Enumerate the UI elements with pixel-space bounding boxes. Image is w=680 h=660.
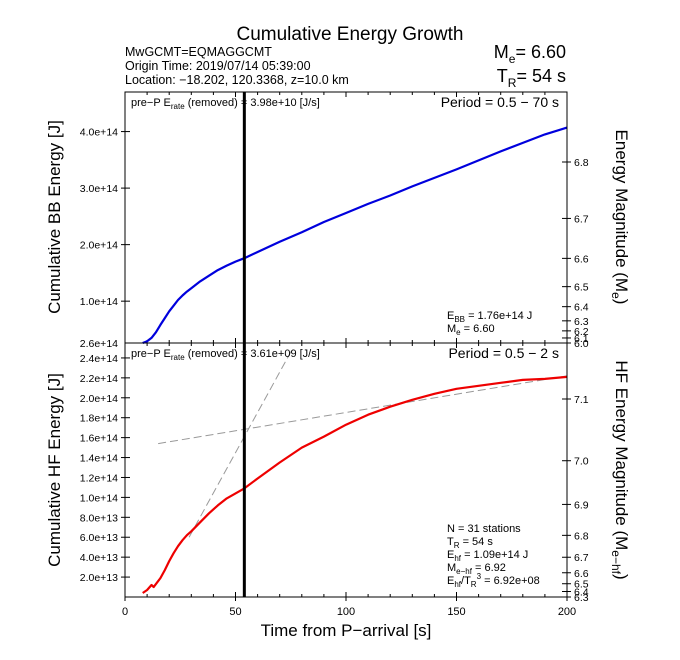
bb-series (142, 126, 568, 345)
bb-magnitude-axis-label: Energy Magnitude (Me) (609, 130, 631, 305)
magnitude-tick-label: 6.3 (574, 592, 589, 604)
hf-magnitude-axis-label: HF Energy Magnitude (Me−hf) (609, 360, 631, 579)
y-tick-label: 6.0e+13 (80, 532, 118, 544)
y-tick-label: 1.0e+14 (80, 492, 118, 504)
energy-curve (142, 375, 568, 594)
bb-y-ticks: 1.0e+14 2.0e+14 3.0e+14 4.0e+14 2.6e+14 (80, 127, 130, 350)
magnitude-tick-label: 6.7 (574, 213, 589, 225)
y-tick-label: 1.8e+14 (80, 413, 118, 425)
bb-energy-panel: 1.0e+142.0e+143.0e+144.0e+142.6e+14 6.06… (45, 91, 631, 350)
hf-period-label: Period = 0.5 − 2 s (448, 345, 559, 361)
magnitude-tick-label: 6.4 (574, 586, 589, 598)
y-tick-label: 2.4e+14 (80, 353, 118, 365)
magnitude-tick-label: 6.6 (574, 568, 589, 580)
magnitude-tick-label: 6.2 (574, 326, 589, 338)
magnitude-tick-label: 6.8 (574, 157, 589, 169)
bb-prep-label: pre−P Erate (removed) = 3.98e+10 [J/s] (131, 97, 320, 111)
y-tick-label: 4.0e+13 (80, 552, 118, 564)
hf-prep-label: pre−P Erate (removed) = 3.61e+09 [J/s] (131, 348, 320, 362)
hf-dashed-fits (158, 347, 568, 538)
bb-magnitude-ticks: 6.06.16.26.3 6.4 6.5 6.6 6.7 6.8 (124, 92, 589, 350)
bb-ebb-annot: EBB = 1.76e+14 J (447, 310, 532, 324)
y-tick-label: 3.0e+14 (80, 183, 118, 195)
x-tick-label: 0 (122, 606, 128, 618)
y-bottom-label: 2.6e+14 (80, 338, 118, 350)
magnitude-tick-label: 6.5 (574, 282, 589, 294)
header-magnitude-line: MwGCMT=EQMAGGCMT (125, 45, 272, 59)
bb-frame (124, 91, 568, 344)
y-tick-label: 1.6e+14 (80, 433, 118, 445)
y-tick-label: 1.2e+14 (80, 472, 118, 484)
magnitude-tick-label: 7.1 (574, 394, 589, 406)
hf-series (142, 375, 568, 594)
magnitude-tick-label: 6.7 (574, 552, 589, 564)
magnitude-tick-label: 6.5 (574, 579, 589, 591)
hf-frame (124, 342, 568, 598)
magnitude-tick-label: 6.6 (574, 253, 589, 265)
dashed-fit-line (188, 347, 294, 538)
chart-title: Cumulative Energy Growth (236, 24, 463, 45)
y-tick-label: 1.0e+14 (80, 296, 118, 308)
x-tick-label: 50 (229, 606, 241, 618)
hf-y-ticks: 2.0e+13 4.0e+13 6.0e+13 8.0e+13 1.0e+14 1.2e+… (80, 353, 130, 584)
x-tick-label: 200 (558, 606, 576, 618)
y-tick-label: 2.0e+14 (80, 393, 118, 405)
hf-energy-panel: 2.0e+13 4.0e+13 6.0e+13 8.0e+13 1.0e+14 1.2e+… (45, 342, 631, 640)
hf-stations-annot: N = 31 stations (447, 523, 521, 535)
hf-tr-annot: TR = 54 s (447, 536, 493, 550)
bb-y-axis-label: Cumulative BB Energy [J] (45, 120, 64, 314)
magnitude-tick-label: 6.4 (574, 302, 589, 314)
energy-curve (142, 126, 568, 345)
hf-mehf-annot: Me−hf = 6.92 (447, 562, 506, 576)
magnitude-tick-label: 6.8 (574, 530, 589, 542)
header-me: Me= 6.60 (494, 42, 566, 66)
header-location: Location: −18.202, 120.3368, z=10.0 km (125, 73, 349, 87)
y-tick-label: 4.0e+14 (80, 127, 118, 139)
bb-period-label: Period = 0.5 − 70 s (441, 94, 559, 110)
dashed-fit-line (158, 375, 568, 445)
y-tick-label: 2.0e+14 (80, 240, 118, 252)
hf-ehf-annot: Ehf = 1.09e+14 J (447, 549, 528, 563)
x-axis-label: Time from P−arrival [s] (261, 621, 432, 640)
y-tick-label: 8.0e+13 (80, 512, 118, 524)
hf-ratio-annot: Ehf/TR3 = 6.92e+08 (447, 572, 540, 589)
x-tick-label: 150 (447, 606, 465, 618)
magnitude-tick-label: 7.0 (574, 456, 589, 468)
hf-y-axis-label: Cumulative HF Energy [J] (45, 373, 64, 567)
hf-magnitude-ticks: 6.36.46.56.6 6.7 6.8 6.9 7.0 7.1 (124, 343, 589, 604)
x-ticks: 0 50 100 150 200 (122, 597, 576, 618)
y-tick-label: 2.2e+14 (80, 373, 118, 385)
magnitude-tick-label: 6.1 (574, 333, 589, 345)
magnitude-tick-label: 6.3 (574, 316, 589, 328)
magnitude-tick-label: 6.9 (574, 499, 589, 511)
y-tick-label: 1.4e+14 (80, 453, 118, 465)
magnitude-tick-label: 6.0 (574, 338, 589, 350)
header-origin-time: Origin Time: 2019/07/14 05:39:00 (125, 59, 311, 73)
y-tick-label: 2.0e+13 (80, 572, 118, 584)
bb-me-annot: Me = 6.60 (447, 323, 495, 337)
x-tick-label: 100 (337, 606, 355, 618)
header-tr: TR= 54 s (497, 66, 566, 90)
